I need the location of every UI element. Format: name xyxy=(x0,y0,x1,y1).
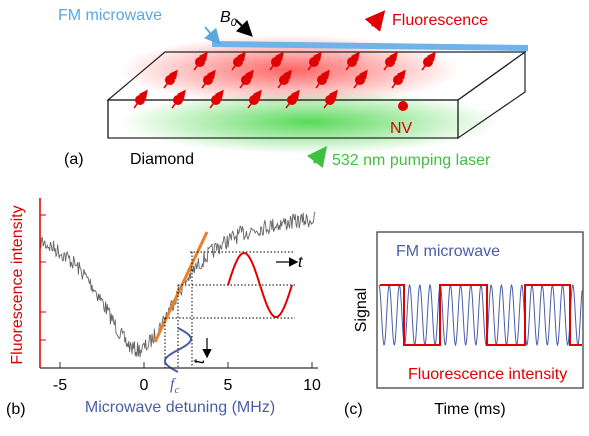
fc-subscript: c xyxy=(174,384,179,396)
nv-center xyxy=(279,75,289,85)
panel-label: (a) xyxy=(64,151,84,168)
panel-b: -5 0 5 10 xyxy=(39,211,321,394)
nv-center xyxy=(317,75,327,85)
laser-arrow xyxy=(306,146,328,168)
microwave-beam xyxy=(211,41,529,51)
nv-center xyxy=(165,75,175,85)
nv-center xyxy=(325,95,335,105)
panel-c xyxy=(378,283,583,347)
nv-center xyxy=(423,57,433,67)
field-arrow xyxy=(235,19,253,37)
fluorescence-arrow xyxy=(364,10,386,32)
nv-center xyxy=(309,57,319,67)
time-label: t xyxy=(298,254,303,271)
nv-spins xyxy=(133,51,436,111)
nv-center xyxy=(287,95,297,105)
nv-center xyxy=(249,95,259,105)
diamond-slab xyxy=(106,50,527,140)
nv-label: NV xyxy=(390,120,413,137)
nv-center xyxy=(347,57,357,67)
panel-label: (b) xyxy=(6,401,26,418)
nv-center xyxy=(393,75,403,85)
x-axis-label: Microwave detuning (MHz) xyxy=(85,399,275,416)
fc-symbol: f xyxy=(170,376,177,393)
fluorescence-label: Fluorescence xyxy=(392,12,488,29)
nv-center xyxy=(195,57,205,67)
nv-center xyxy=(173,95,183,105)
plot-frame xyxy=(376,231,584,389)
field-subscript: 0 xyxy=(231,17,238,29)
y-axis-label: Signal xyxy=(353,288,370,332)
nv-center xyxy=(385,57,395,67)
field-symbol: B xyxy=(220,9,231,26)
x-tick-label: -5 xyxy=(53,377,67,394)
fluorescence-label: Fluorescence intensity xyxy=(408,366,567,383)
slope-line xyxy=(153,231,209,343)
nv-center xyxy=(398,101,408,111)
modulation-wave xyxy=(163,327,193,373)
nv-center xyxy=(241,75,251,85)
microwave-signal xyxy=(378,283,583,347)
microwave-arrow xyxy=(204,26,221,46)
x-tick-label: 0 xyxy=(140,377,149,394)
x-tick-label: 5 xyxy=(224,377,233,394)
nv-center xyxy=(233,57,243,67)
nv-center xyxy=(135,95,145,105)
laser-label: 532 nm pumping laser xyxy=(332,152,491,169)
microwave-label: FM microwave xyxy=(58,7,162,24)
fc-label: fc xyxy=(170,376,179,396)
y-axis-label: Fluorescence intensity xyxy=(9,205,26,364)
panel-label: (c) xyxy=(344,401,363,418)
time-label: t xyxy=(191,359,208,364)
nv-center xyxy=(271,57,281,67)
material-label: Diamond xyxy=(130,151,194,168)
fluorescence-signal xyxy=(380,284,582,346)
x-tick-label: 10 xyxy=(303,377,321,394)
field-label: B0 xyxy=(220,9,238,29)
nv-center xyxy=(211,95,221,105)
microwave-label: FM microwave xyxy=(396,243,500,260)
x-axis-label: Time (ms) xyxy=(434,401,505,418)
nv-center xyxy=(203,75,213,85)
response-wave xyxy=(227,251,293,319)
nv-center xyxy=(355,75,365,85)
